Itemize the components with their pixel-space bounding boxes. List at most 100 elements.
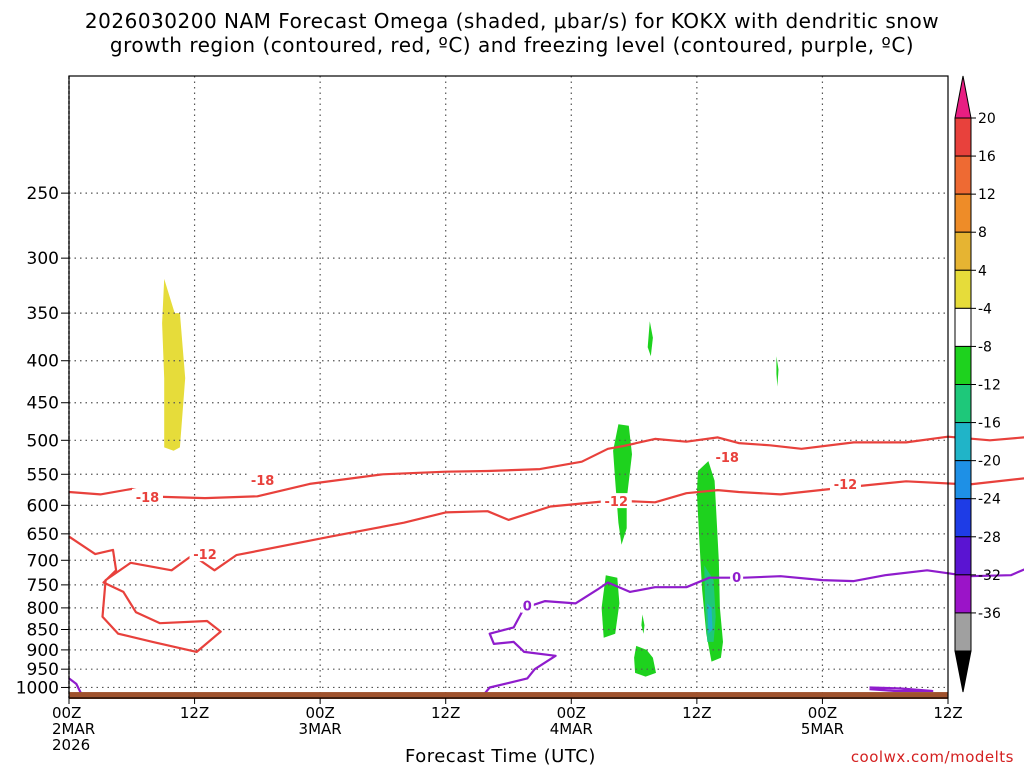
y-tick-label: 750 — [27, 576, 59, 596]
colorbar-label: -28 — [978, 530, 1001, 546]
colorbar-label: 12 — [978, 187, 996, 203]
green-omega-upper-right — [776, 356, 779, 387]
colorbar-bin — [954, 269, 972, 309]
colorbar-label: -32 — [978, 568, 1001, 584]
green-omega-mid-column — [613, 424, 632, 545]
x-tick-label: 4MAR — [550, 720, 593, 738]
colorbar-bin — [954, 574, 972, 614]
y-tick-label: 950 — [27, 660, 59, 680]
freezing-level-0-label-bg-0 — [520, 597, 534, 613]
isotherm-minus18 — [68, 435, 1024, 500]
ground-surface — [69, 692, 948, 699]
y-tick-label: 550 — [27, 465, 59, 485]
colorbar-label: -12 — [978, 378, 1001, 394]
isotherm-minus18-label-0: -18 — [136, 491, 160, 506]
colorbar-bottom-arrow — [954, 650, 972, 693]
freezing-level-0-label-bg-1 — [730, 569, 744, 585]
x-axis-title: Forecast Time (UTC) — [405, 746, 596, 767]
colorbar-bin — [954, 117, 972, 157]
x-tick-label: 2MAR — [52, 720, 95, 738]
colorbar-label: 4 — [978, 263, 987, 279]
gridlines — [69, 76, 948, 698]
colorbar-label: -36 — [978, 606, 1001, 622]
colorbar-label: -20 — [978, 454, 1001, 470]
chart-title-line1: 2026030200 NAM Forecast Omega (shaded, μ… — [84, 9, 940, 33]
colorbar-bin — [954, 155, 972, 195]
y-tick-label: 650 — [27, 525, 59, 545]
y-tick-label: 300 — [27, 249, 59, 269]
colorbar-label: 16 — [978, 149, 996, 165]
isotherm-minus12 — [68, 477, 1024, 654]
x-tick-label: 12Z — [933, 704, 962, 722]
green-omega-upper-left — [647, 321, 653, 357]
yellow-omega-area — [162, 278, 186, 451]
green-omega-main-column — [696, 461, 723, 662]
y-tick-label: 500 — [27, 431, 59, 451]
colorbar-bin — [954, 536, 972, 576]
colorbar-bin — [954, 231, 972, 271]
x-tick-label: 12Z — [431, 704, 460, 722]
green-omega-low-column — [601, 575, 620, 638]
colorbar-label: 20 — [978, 111, 996, 127]
colorbar-bin — [954, 345, 972, 385]
isotherm-minus12-label-bg-1 — [829, 475, 861, 491]
y-tick-label: 700 — [27, 551, 59, 571]
x-tick-label: 00Z — [305, 704, 334, 722]
y-tick-label: 800 — [27, 599, 59, 619]
colorbar-bin — [954, 384, 972, 424]
x-tick-label: 00Z — [808, 704, 837, 722]
omega-colorbar: 20 16 12 8 4 -4 -8 -12 -16 -20 -24 -28 -32 -36 — [954, 75, 1001, 693]
credit-link[interactable]: coolwx.com/modelts — [850, 748, 1014, 766]
isotherm-minus18-label-bg-1 — [247, 472, 279, 488]
plot-frame — [68, 75, 949, 699]
isotherm-minus12-label-2: -12 — [193, 548, 217, 563]
isotherm-minus12-label-1: -12 — [834, 478, 858, 493]
colorbar-label: -8 — [978, 339, 992, 355]
colorbar-bin — [954, 612, 972, 652]
y-tick-label: 1000 — [16, 678, 59, 698]
colorbar-label: -16 — [978, 416, 1001, 432]
freezing-level-0-lowright — [869, 686, 934, 693]
x-tick-label: 3MAR — [299, 720, 342, 738]
freezing-level-0-label-1: 0 — [732, 571, 741, 586]
freezing-level-0 — [481, 568, 1024, 698]
x-tick-label: 5MAR — [801, 720, 844, 738]
axes-layer: 2503003504004505005506006507007508008509… — [16, 75, 963, 754]
colorbar-bin — [954, 307, 972, 347]
colorbar-label: -4 — [978, 301, 992, 317]
y-tick-label: 600 — [27, 496, 59, 516]
x-tick-label: 12Z — [682, 704, 711, 722]
colorbar-bin — [954, 422, 972, 462]
y-tick-label: 450 — [27, 394, 59, 414]
isotherm-minus18-label-bg-2 — [711, 449, 743, 465]
isotherm-minus12-label-bg-2 — [189, 546, 221, 562]
ground-layer — [69, 692, 948, 699]
y-tick-label: 400 — [27, 352, 59, 372]
isotherm-minus12-label-bg-0 — [600, 493, 632, 509]
y-tick-label: 850 — [27, 621, 59, 641]
colorbar-bin — [954, 193, 972, 233]
y-tick-label: 350 — [27, 304, 59, 324]
isotherm-minus18-label-1: -18 — [251, 474, 275, 489]
freezing-level-0-lowleft — [68, 677, 83, 695]
x-tick-label: 00Z — [557, 704, 586, 722]
contour-layer: -18 -18 -18 -12 -12 -12 0 0 — [68, 435, 1024, 698]
colorbar-bin — [954, 460, 972, 500]
colorbar-label: 8 — [978, 225, 987, 241]
x-tick-label: 12Z — [180, 704, 209, 722]
y-tick-label: 250 — [27, 184, 59, 204]
colorbar-top-arrow — [954, 75, 972, 119]
green-omega-small-blob — [641, 614, 645, 634]
colorbar-label: -24 — [978, 492, 1001, 508]
x-tick-label: 2026 — [52, 736, 90, 754]
y-tick-label: 900 — [27, 641, 59, 661]
freezing-level-0-label-0: 0 — [523, 600, 532, 615]
isotherm-minus12-label-0: -12 — [605, 495, 629, 510]
cyan-omega-core — [707, 603, 713, 634]
colorbar-bin — [954, 498, 972, 538]
chart-title-line2: growth region (contoured, red, ºC) and f… — [109, 33, 915, 57]
isotherm-minus18-label-bg-0 — [131, 488, 163, 504]
green-omega-bottom-blob — [634, 645, 656, 677]
x-tick-label: 00Z — [52, 704, 81, 722]
